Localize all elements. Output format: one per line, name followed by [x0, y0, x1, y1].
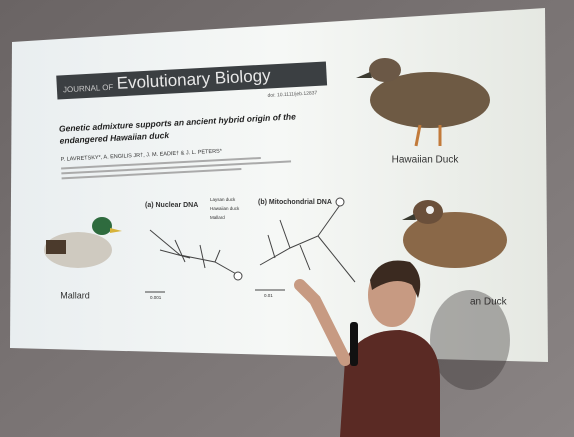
- scale-label: 0.001: [150, 295, 162, 300]
- legend-entry: Mallard: [210, 215, 225, 220]
- panel-label: (a) Nuclear DNA: [145, 202, 198, 209]
- photo: JOURNAL OF Evolutionary Biology doi: 10.…: [0, 0, 574, 437]
- body: JOURNAL OF Evolutionary Biology doi: 10.…: [0, 0, 574, 437]
- scale-label: 0.01: [264, 293, 273, 298]
- legend-entry: Laysan duck: [210, 197, 236, 202]
- page: {"slide": { "journal": {"prefix": "JOURN…: [0, 0, 574, 437]
- duck-label: Mallard: [60, 290, 90, 300]
- legend-entry: Hawaiian duck: [210, 206, 240, 211]
- duck-label: Hawaiian Duck: [392, 155, 460, 166]
- panel-label: (b) Mitochondrial DNA: [258, 199, 332, 206]
